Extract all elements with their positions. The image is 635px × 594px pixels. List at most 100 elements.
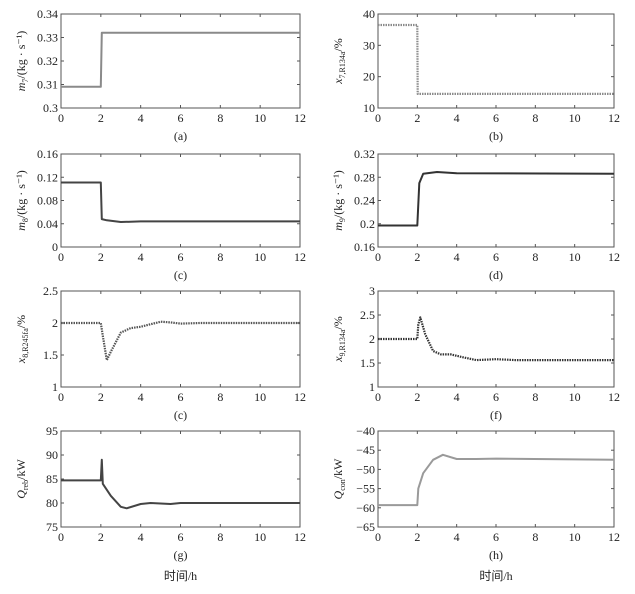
x-tick-label: 10 xyxy=(254,111,266,125)
x-tick-label: 10 xyxy=(569,530,581,544)
x-tick-label: 0 xyxy=(58,530,64,544)
x-tick-label: 4 xyxy=(138,250,144,264)
x-tick-label: 10 xyxy=(569,111,581,125)
x-tick-label: 8 xyxy=(217,390,223,404)
x-tick-label: 12 xyxy=(608,530,620,544)
y-tick-label: 0.34 xyxy=(37,7,58,21)
x-tick-label: 8 xyxy=(217,111,223,125)
x-tick-label: 4 xyxy=(138,530,144,544)
y-tick-label: 0.04 xyxy=(37,217,58,231)
x-tick-label: 10 xyxy=(254,390,266,404)
y-axis-label: x8,R245fa/% xyxy=(14,315,30,364)
y-tick-label: 0.32 xyxy=(37,54,58,68)
y-label-subscript: reb xyxy=(21,480,30,490)
x-tick-label: 6 xyxy=(493,390,499,404)
x-tick-label: 8 xyxy=(217,530,223,544)
y-tick-label: 3 xyxy=(369,284,375,298)
x-tick-label: 2 xyxy=(98,530,104,544)
y-tick-label: 0.3 xyxy=(43,101,58,115)
x-tick-label: 12 xyxy=(294,111,306,125)
axes-frame xyxy=(60,13,301,109)
y-axis-label: Qcon/kW xyxy=(331,458,347,500)
y-tick-label: −50 xyxy=(356,462,375,476)
x-tick-label: 8 xyxy=(217,250,223,264)
y-axis-label: m9/(kg · s⁻¹) xyxy=(331,170,347,231)
y-tick-label: 10 xyxy=(363,101,375,115)
x-tick-label: 2 xyxy=(414,390,420,404)
panel-label: (g) xyxy=(174,548,188,562)
y-tick-label: 2.5 xyxy=(360,308,375,322)
y-axis-label: m8/(kg · s⁻¹) xyxy=(14,170,30,231)
x-tick-label: 2 xyxy=(414,111,420,125)
x-tick-label: 0 xyxy=(58,390,64,404)
y-label-symbol: m xyxy=(14,222,28,231)
x-tick-label: 8 xyxy=(532,390,538,404)
y-tick-label: 0.24 xyxy=(354,194,375,208)
series-line-x9 xyxy=(378,316,614,362)
x-tick-label: 10 xyxy=(569,390,581,404)
x-tick-label: 12 xyxy=(608,390,620,404)
x-tick-label: 4 xyxy=(138,390,144,404)
x-tick-label: 12 xyxy=(608,111,620,125)
y-tick-label: −60 xyxy=(356,501,375,515)
x-tick-label: 0 xyxy=(375,250,381,264)
y-tick-label: −45 xyxy=(356,443,375,457)
x-tick-label: 6 xyxy=(178,111,184,125)
series-line-m9 xyxy=(378,171,615,227)
x-tick-label: 2 xyxy=(414,250,420,264)
axes-frame xyxy=(60,153,301,248)
series-line-m7 xyxy=(61,31,300,88)
y-tick-label: 0.31 xyxy=(37,78,58,92)
y-tick-label: 75 xyxy=(46,520,58,534)
y-tick-label: 0.16 xyxy=(354,240,375,254)
y-axis-label: x7,R134a/% xyxy=(331,38,347,85)
panel-label: (a) xyxy=(174,129,187,143)
y-tick-label: 2 xyxy=(52,316,58,330)
y-tick-label: 30 xyxy=(363,38,375,52)
x-tick-label: 0 xyxy=(58,250,64,264)
y-tick-label: 1.5 xyxy=(43,348,58,362)
series-line-Qcon xyxy=(378,453,615,507)
subplot-6: 0 2 4 6 8 10 12 75 80 85 90 95 Qreb/kW (g) xyxy=(14,424,306,562)
panel-label: (h) xyxy=(489,548,503,562)
x-tick-label: 6 xyxy=(178,390,184,404)
y-tick-label: 0.16 xyxy=(37,147,58,161)
y-tick-label: 95 xyxy=(46,424,58,438)
x-axis-label: 时间/h xyxy=(164,569,197,583)
y-tick-label: 0.12 xyxy=(37,170,58,184)
x-tick-label: 12 xyxy=(294,390,306,404)
x-tick-label: 10 xyxy=(254,250,266,264)
x-tick-label: 6 xyxy=(493,530,499,544)
x-tick-label: 4 xyxy=(454,390,460,404)
y-tick-label: 40 xyxy=(363,7,375,21)
y-label-symbol: x xyxy=(331,356,345,363)
y-tick-label: 1 xyxy=(369,380,375,394)
x-tick-label: 12 xyxy=(608,250,620,264)
x-tick-label: 12 xyxy=(294,250,306,264)
series-line-x8 xyxy=(61,320,300,362)
x-tick-label: 8 xyxy=(532,111,538,125)
y-tick-label: 80 xyxy=(46,496,58,510)
series-line-Qreb xyxy=(61,458,300,510)
x-tick-label: 2 xyxy=(98,111,104,125)
x-axis-label: 时间/h xyxy=(479,569,512,583)
x-tick-label: 6 xyxy=(493,111,499,125)
y-label-symbol: m xyxy=(331,222,345,231)
x-tick-label: 10 xyxy=(569,250,581,264)
series-line-m8 xyxy=(61,181,300,223)
x-tick-label: 0 xyxy=(375,390,381,404)
subplot-0: 0 2 4 6 8 10 12 0.3 0.31 0.32 0.33 0.34 m7/(kg · s⁻¹… xyxy=(14,7,306,143)
y-axis-label: Qreb/kW xyxy=(14,459,30,499)
x-tick-label: 4 xyxy=(454,250,460,264)
subplot-5: 0 2 4 6 8 10 12 1 1.5 2 2.5 3 x9,R134a/% (f) xyxy=(331,284,620,422)
y-tick-label: 20 xyxy=(363,70,375,84)
y-label-subscript: 7,R134a xyxy=(338,51,347,78)
x-tick-label: 4 xyxy=(454,111,460,125)
y-tick-label: 0.33 xyxy=(37,31,58,45)
x-tick-label: 10 xyxy=(254,530,266,544)
y-tick-label: −65 xyxy=(356,520,375,534)
y-tick-label: −55 xyxy=(356,482,375,496)
panel-label: (c) xyxy=(174,408,187,422)
x-tick-label: 4 xyxy=(454,530,460,544)
y-label-unit: /(kg · s⁻¹) xyxy=(331,170,345,218)
